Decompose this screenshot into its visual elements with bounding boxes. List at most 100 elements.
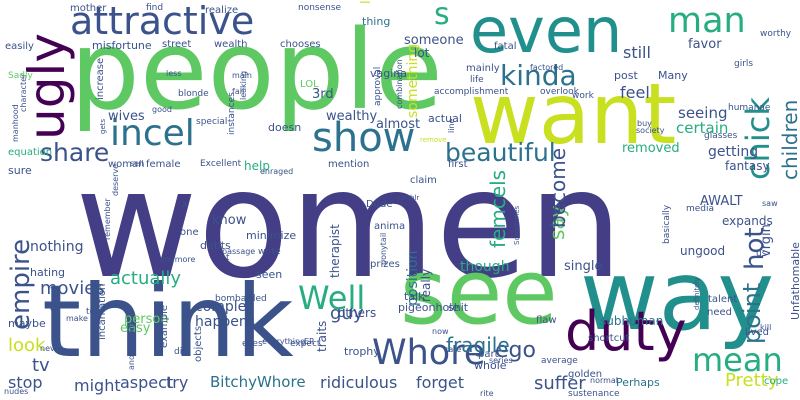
word-know: know <box>212 213 247 228</box>
word-feel: feel <box>620 83 650 102</box>
word-flaw: flaw <box>536 315 557 326</box>
word-overlook: overlook <box>540 87 579 97</box>
word-nothing: nothing <box>30 239 84 255</box>
word-complex: complex <box>195 299 255 315</box>
word-incel: incel <box>110 113 195 154</box>
word-awalt: AWALT <box>700 194 743 209</box>
word-work: work <box>572 91 594 101</box>
word-easy: easy <box>120 321 151 336</box>
word-humanae: humanae <box>728 103 771 113</box>
word-duty: duty <box>565 300 687 363</box>
word-want: want <box>470 65 677 163</box>
word-main: main <box>232 71 252 80</box>
word-girls: girls <box>734 59 754 69</box>
word-need: need <box>707 307 732 318</box>
word-well: Well <box>298 279 366 317</box>
word-pigeonhole: pigeonhole <box>398 301 460 314</box>
word-combination: combination <box>395 59 404 109</box>
word-really: really <box>419 268 433 302</box>
word-though: though <box>460 259 510 275</box>
word-increase: increase <box>95 57 106 100</box>
word-fall: fall <box>232 87 245 96</box>
word-accomplishment: accomplishment <box>434 87 509 97</box>
word-chooses: chooses <box>280 39 321 50</box>
word-even: even <box>470 0 623 67</box>
word-tumblr: tumblr <box>396 194 420 202</box>
word-ponytail: ponytail <box>379 232 388 265</box>
word-everything: everything <box>262 337 306 346</box>
word-maybe: maybe <box>8 317 46 330</box>
word-anonymous: anonymous <box>127 323 136 370</box>
word-see: see <box>400 240 558 345</box>
word-forget: forget <box>416 373 464 392</box>
word-us: us <box>756 249 767 259</box>
word-less: less <box>166 69 182 78</box>
word-nonsense: nonsense <box>298 3 342 13</box>
word-easily: easily <box>5 41 34 52</box>
word-prizes: prizes <box>370 259 400 270</box>
word-fragile: fragile <box>446 333 510 357</box>
word-mention: mention <box>328 159 370 170</box>
word-find: find <box>146 3 164 13</box>
word-stop: stop <box>8 373 43 392</box>
word-favor: favor <box>688 37 722 52</box>
word-attractive: attractive <box>70 0 255 43</box>
word-exes-: exes' <box>242 339 266 349</box>
word-anymore: anymore <box>160 255 196 264</box>
word-wealthy: wealthy <box>326 109 378 124</box>
word-sadly: Sadly <box>8 71 33 81</box>
word-aspect: aspect <box>120 373 174 392</box>
word-sometimes: Sometimes <box>513 205 521 245</box>
word-ego: ego <box>495 338 536 363</box>
word-actually: actually <box>110 268 182 289</box>
word-expands: expands <box>722 214 773 228</box>
word-way: way <box>580 240 775 352</box>
word-might: might <box>74 376 121 395</box>
word-vagina: vagina <box>370 67 408 80</box>
word-instances: instances <box>227 92 237 135</box>
word-final: final <box>49 286 63 312</box>
word-single: single <box>564 259 603 274</box>
word-now: now <box>432 327 449 336</box>
word-still: still <box>623 43 651 62</box>
word-glasses: glasses <box>704 131 738 141</box>
word-told: told <box>86 307 104 317</box>
word-fantasy: fantasy <box>725 159 770 173</box>
word-lot: lot <box>414 46 430 60</box>
word-perhaps: Perhaps <box>616 376 660 389</box>
word-literal: literal <box>359 0 374 4</box>
word-guy: guy <box>330 303 364 324</box>
word-man: man <box>668 1 746 41</box>
word-shortcut: shortcut <box>588 333 630 344</box>
word-rite: rite <box>480 389 494 398</box>
word-children: children <box>778 99 800 180</box>
word-objects: objects <box>193 325 204 362</box>
word-x: x <box>182 199 188 210</box>
word-dude: Dude <box>366 199 393 210</box>
word-show: show <box>312 115 416 161</box>
word-street: street <box>162 39 192 50</box>
word-mean: mean <box>692 341 783 379</box>
word-post: post <box>614 69 638 82</box>
word-one: one <box>180 227 199 238</box>
word-debts: debts <box>200 239 231 252</box>
word-ridiculous: ridiculous <box>320 373 398 392</box>
word-people: people <box>70 6 443 134</box>
word-leaking: leaking <box>239 70 248 100</box>
word-equation: equation <box>8 147 53 158</box>
word-fatal: fatal <box>494 41 517 52</box>
word-think: think <box>42 263 294 380</box>
word-gets: gets <box>99 118 107 134</box>
word-minimize: minimize <box>246 229 297 242</box>
word-hating: hating <box>30 266 66 279</box>
word-excellent: Excellent <box>200 159 242 169</box>
word-female: female <box>146 159 181 170</box>
word-s: s <box>434 0 450 32</box>
word-happens: happens <box>195 314 256 330</box>
word-mainly: mainly <box>466 63 500 74</box>
word-become: become <box>546 147 570 228</box>
word-character: character <box>19 73 28 112</box>
word-write: write <box>258 247 281 257</box>
word-blonde: blonde <box>178 89 209 99</box>
